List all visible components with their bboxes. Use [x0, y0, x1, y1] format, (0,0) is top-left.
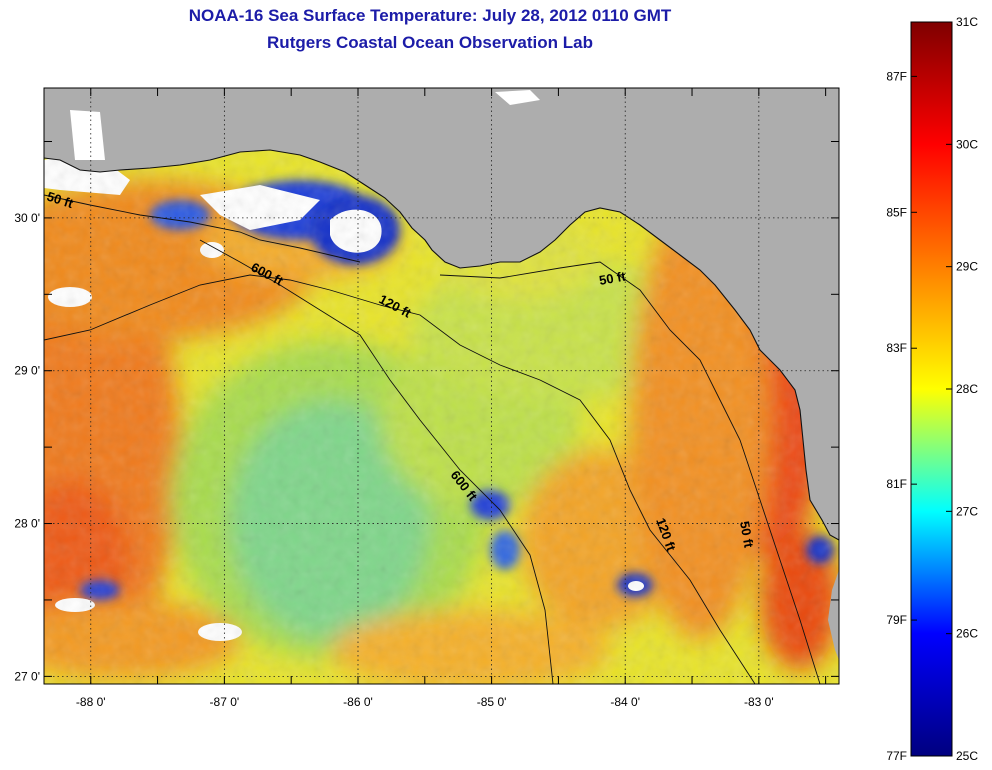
celsius-label: 29C [956, 260, 978, 274]
lat-tick-label: 27 0' [14, 669, 40, 683]
lat-tick-label: 28 0' [14, 517, 40, 531]
coastal-cloud-2 [495, 90, 540, 105]
lon-tick-label: -83 0' [744, 695, 774, 709]
lat-lon-grid [44, 88, 839, 684]
map-area: 50 ft 600 ft 120 ft 50 ft 600 ft 120 ft … [44, 88, 839, 684]
celsius-label: 30C [956, 137, 978, 151]
isobath-50ft [44, 194, 821, 684]
fahrenheit-label: 83F [886, 341, 907, 355]
isobath-600ft [199, 239, 554, 684]
title-line-1: NOAA-16 Sea Surface Temperature: July 28… [188, 6, 672, 25]
lon-tick-label: -86 0' [343, 695, 373, 709]
land-se-tip [828, 570, 839, 660]
celsius-label: 31C [956, 15, 978, 29]
fahrenheit-label: 81F [886, 477, 907, 491]
fahrenheit-label: 77F [886, 749, 907, 763]
lon-tick-label: -85 0' [477, 695, 507, 709]
map-frame [43, 87, 840, 685]
lat-tick-label: 30 0' [14, 211, 40, 225]
coastline [44, 149, 839, 541]
fahrenheit-label: 87F [886, 69, 907, 83]
axis-ticks: 30 0' 29 0' 28 0' 27 0' -88 0' -87 0' -86 0' -8… [14, 88, 839, 709]
celsius-label: 27C [956, 504, 978, 518]
depth-label-50ft-south: 50 ft [737, 520, 757, 550]
lat-tick-label: 29 0' [14, 364, 40, 378]
fahrenheit-label: 85F [886, 205, 907, 219]
lon-tick-label: -88 0' [76, 695, 106, 709]
isobath-120ft [44, 274, 756, 684]
celsius-label: 25C [956, 749, 978, 763]
colorbar-gradient [910, 21, 953, 757]
celsius-label: 28C [956, 382, 978, 396]
colorbar-ticks: 31C 30C 29C 28C 27C 26C 25C 87F 85F 83F 81F 79F 77F [886, 15, 978, 763]
fahrenheit-label: 79F [886, 613, 907, 627]
lon-tick-label: -84 0' [610, 695, 640, 709]
lon-tick-label: -87 0' [210, 695, 240, 709]
land [44, 88, 839, 540]
celsius-label: 26C [956, 627, 978, 641]
title-line-2: Rutgers Coastal Ocean Observation Lab [267, 33, 593, 52]
coastal-cloud [70, 110, 105, 160]
depth-label-50ft-east: 50 ft [598, 268, 628, 288]
